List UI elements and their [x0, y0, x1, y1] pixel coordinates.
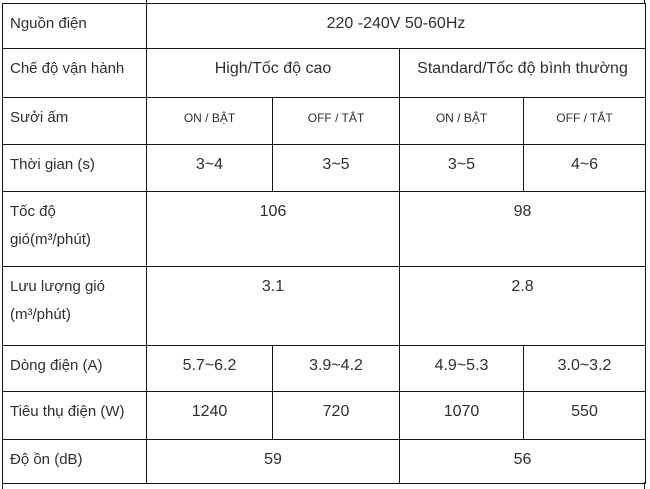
row-label-cell: Dòng điện (A): [2, 345, 147, 392]
row-label-cell: Lưu lượng gió (m³/phút): [2, 266, 147, 346]
value-cell: ON / BẬT: [399, 97, 524, 145]
value-cell: 1240: [146, 391, 273, 440]
table-row-current: Dòng điện (A) 5.7~6.2 3.9~4.2 4.9~5.3 3.…: [2, 345, 647, 392]
value-cell: 98: [398, 191, 647, 267]
value-cell: 4~6: [522, 144, 647, 192]
value-cell: 1070: [399, 391, 524, 440]
value-cell: High/Tốc độ cao: [146, 48, 400, 98]
value-cell: 4.9~5.3: [399, 345, 524, 392]
value-cell: ON / BẬT: [146, 97, 273, 145]
border-stub-bottom-left: [2, 482, 3, 489]
value-cell: 59: [146, 439, 400, 484]
value-cell: 3.0~3.2: [522, 345, 647, 392]
value-cell: 3.1: [146, 266, 400, 346]
value-cell: 2.8: [398, 266, 647, 346]
row-label-cell: Chế độ vận hành: [2, 48, 147, 98]
value-cell: 720: [272, 391, 400, 440]
value-cell: Standard/Tốc độ bình thường: [398, 48, 647, 98]
row-label-cell: Nguồn điện: [2, 3, 147, 49]
table-row-wind-speed: Tốc độ gió(m³/phút) 106 98: [2, 191, 647, 267]
row-label-cell: Sưởi ấm: [2, 97, 147, 145]
value-cell: 5.7~6.2: [146, 345, 273, 392]
value-cell: 106: [146, 191, 400, 267]
border-stub-top-right: [644, 0, 645, 4]
table-row-power-consumption: Tiêu thụ điện (W) 1240 720 1070 550: [2, 391, 647, 440]
table-row-noise: Độ ồn (dB) 59 56: [2, 439, 647, 484]
table-row-time: Thời gian (s) 3~4 3~5 3~5 4~6: [2, 144, 647, 192]
row-label-cell: Tiêu thụ điện (W): [2, 391, 147, 440]
table-row-power-source: Nguồn điện 220 -240V 50-60Hz: [2, 3, 647, 49]
value-cell: 220 -240V 50-60Hz: [145, 3, 647, 49]
value-cell: 550: [522, 391, 647, 440]
border-stub-top: [146, 0, 147, 4]
value-cell: 56: [398, 439, 647, 484]
row-label-cell: Thời gian (s): [2, 144, 147, 192]
value-cell: OFF / TẮT: [272, 97, 400, 145]
spec-table: Nguồn điện 220 -240V 50-60Hz Chế độ vận …: [2, 3, 647, 484]
table-row-operating-mode: Chế độ vận hành High/Tốc độ cao Standard…: [2, 48, 647, 98]
value-cell: 3.9~4.2: [272, 345, 400, 392]
value-cell: 3~5: [399, 144, 524, 192]
value-cell: OFF / TẮT: [522, 97, 647, 145]
value-cell: 3~4: [146, 144, 273, 192]
row-label-cell: Độ ồn (dB): [2, 439, 147, 484]
value-cell: 3~5: [272, 144, 400, 192]
table-row-air-flow: Lưu lượng gió (m³/phút) 3.1 2.8: [2, 266, 647, 346]
table-row-heating: Sưởi ấm ON / BẬT OFF / TẮT ON / BẬT OFF …: [2, 97, 647, 145]
row-label-cell: Tốc độ gió(m³/phút): [2, 191, 147, 267]
border-stub-bottom-right: [644, 482, 645, 489]
